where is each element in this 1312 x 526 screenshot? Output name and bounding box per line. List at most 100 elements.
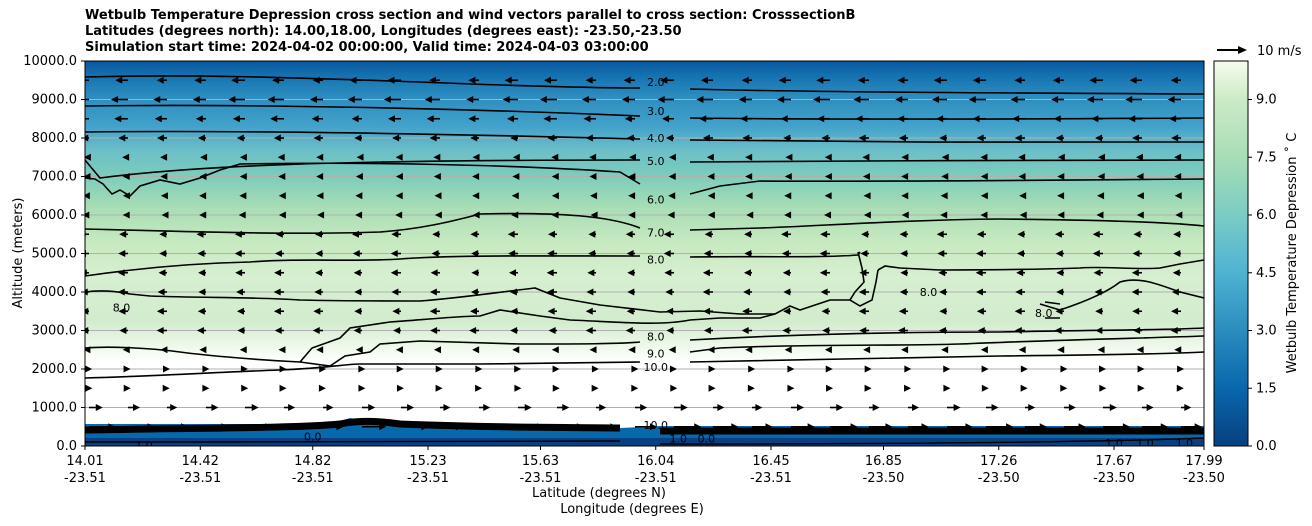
wind-arrow xyxy=(122,153,130,161)
wind-arrow xyxy=(1133,230,1142,238)
wind-arrow xyxy=(123,384,131,392)
wind-arrow xyxy=(278,346,286,354)
wind-arrow xyxy=(748,365,756,373)
wind-arrow xyxy=(943,365,951,373)
wind-arrow xyxy=(1171,307,1181,315)
wind-arrow xyxy=(160,192,168,200)
wind-arrow xyxy=(551,153,559,161)
wind-arrow xyxy=(623,76,635,84)
wind-arrow xyxy=(431,250,440,257)
wind-arrow xyxy=(470,307,479,315)
contour-label: 1.0 xyxy=(1105,437,1123,450)
wind-arrow xyxy=(863,211,871,219)
wind-arrow xyxy=(784,346,792,354)
wind-arrow xyxy=(318,384,326,392)
wind-arrow xyxy=(816,76,830,84)
wind-arrow xyxy=(858,134,869,142)
contour-7 xyxy=(85,212,1204,235)
colorbar-ticks: 0.0 1.5 3.0 4.5 6.0 7.5 9.0 xyxy=(1248,93,1277,454)
wind-arrow xyxy=(433,173,441,180)
wind-arrow xyxy=(429,288,440,296)
y-tick-label: 2000.0 xyxy=(32,362,78,377)
wind-arrow xyxy=(557,404,570,411)
wind-arrow xyxy=(1018,346,1026,354)
wind-arrow xyxy=(869,404,880,411)
wind-arrow xyxy=(980,173,988,180)
x-tick-label-lat: 17.26 xyxy=(980,454,1017,469)
y-tick-label: 8000.0 xyxy=(32,131,78,146)
surface-contours xyxy=(85,417,1204,445)
wind-arrow xyxy=(901,153,909,161)
wind-arrow xyxy=(1129,76,1142,84)
wind-arrow xyxy=(1060,384,1068,392)
wind-arrow xyxy=(396,384,404,392)
wind-arrow xyxy=(236,307,245,315)
wind-arrow xyxy=(860,250,869,257)
wind-arrow xyxy=(1064,404,1076,411)
wind-arrow xyxy=(316,346,324,354)
wind-arrow xyxy=(390,269,401,277)
wind-arrow xyxy=(627,269,635,277)
wind-arrow xyxy=(741,76,752,84)
wind-arrow xyxy=(631,384,639,392)
contour-label: 0.0 xyxy=(304,430,322,443)
wind-arrow xyxy=(670,384,678,392)
wind-arrow xyxy=(354,288,362,296)
wind-arrow xyxy=(1014,76,1025,84)
y-tick-label: 1000.0 xyxy=(32,401,78,416)
wind-arrow xyxy=(199,346,207,354)
wind-arrow xyxy=(745,173,753,180)
wind-arrow xyxy=(514,365,522,373)
wind-arrow xyxy=(1176,384,1184,392)
wind-arrow xyxy=(161,211,169,219)
wind-arrow xyxy=(1173,250,1181,257)
wind-arrow xyxy=(745,192,753,200)
wind-arrow xyxy=(663,230,674,238)
wind-arrow xyxy=(904,384,912,392)
wind-arrow xyxy=(625,230,635,238)
wind-arrow xyxy=(154,115,167,123)
colorbar-ramp xyxy=(1213,60,1249,447)
colorbar-tick-label: 1.5 xyxy=(1256,381,1277,396)
wind-arrow xyxy=(355,192,363,200)
colorbar-tick-label: 6.0 xyxy=(1256,208,1277,223)
wind-arrow xyxy=(278,211,286,219)
x-axis-label-2: Longitude (degrees E) xyxy=(560,502,704,517)
wind-arrow xyxy=(980,211,988,219)
wind-arrow xyxy=(707,173,715,180)
wind-arrow xyxy=(782,327,791,334)
surface-contour-thin xyxy=(85,437,1204,445)
wind-arrow xyxy=(470,230,479,238)
wind-arrow xyxy=(707,192,715,200)
wind-arrow xyxy=(355,346,363,354)
wind-arrow xyxy=(1174,173,1182,180)
wind-arrow xyxy=(355,211,363,219)
wind-arrow xyxy=(159,230,167,238)
wind-arrow xyxy=(901,173,909,180)
wind-arrow xyxy=(472,173,480,180)
wind-arrow xyxy=(1132,250,1142,257)
wind-arrow xyxy=(898,307,908,315)
wind-arrow xyxy=(546,269,557,277)
wind-arrow xyxy=(277,153,285,161)
wind-arrow xyxy=(156,327,167,334)
title-line-3: Simulation start time: 2024-04-02 00:00:… xyxy=(85,40,649,55)
wind-arrow xyxy=(976,288,986,296)
wind-arrow xyxy=(236,288,245,296)
wind-arrow xyxy=(1177,365,1185,373)
wind-arrow xyxy=(1016,250,1025,257)
x-tick-label-lon: -23.51 xyxy=(292,471,334,486)
wind-arrow xyxy=(472,346,480,354)
wind-arrow xyxy=(1097,153,1105,161)
wind-arrow xyxy=(819,250,830,257)
wind-arrow xyxy=(85,192,90,200)
wind-arrow xyxy=(665,288,674,296)
wind-arrow xyxy=(662,115,674,123)
wind-arrow xyxy=(434,211,442,219)
wind-arrow xyxy=(858,307,869,315)
wind-arrow xyxy=(200,153,208,161)
wind-arrow xyxy=(901,211,909,219)
wind-arrow xyxy=(1057,211,1065,219)
wind-arrow xyxy=(1020,384,1028,392)
wind-arrow xyxy=(272,76,284,84)
